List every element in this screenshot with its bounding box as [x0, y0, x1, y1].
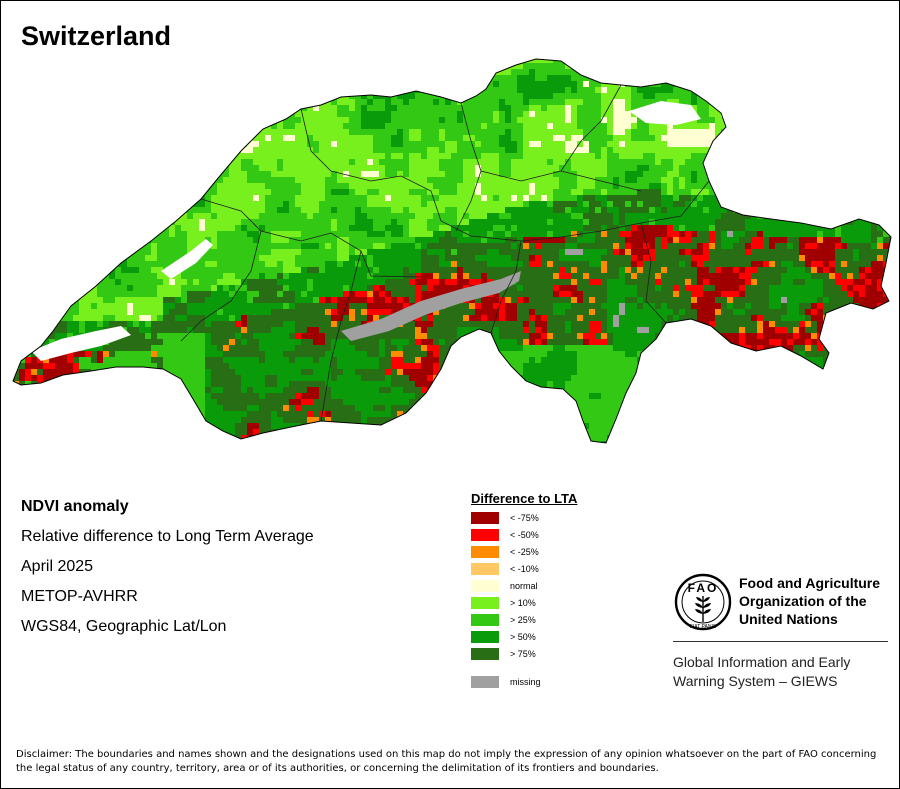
product-projection: WGS84, Geographic Lat/Lon — [21, 618, 227, 635]
program-name-line: Global Information and Early — [673, 654, 851, 670]
map-metadata: NDVI anomaly Relative difference to Long… — [21, 497, 314, 647]
legend-swatch — [471, 631, 499, 643]
legend-title: Difference to LTA — [471, 491, 578, 506]
canton-boundaries — [180, 84, 710, 422]
legend-label: < -25% — [510, 547, 539, 557]
fao-logo: FAO FIAT PANIS — [674, 573, 732, 631]
legend-label: normal — [510, 581, 538, 591]
legend-swatch — [471, 563, 499, 575]
product-period: April 2025 — [21, 558, 94, 575]
organization-name-line: Food and Agriculture — [739, 575, 881, 591]
legend: Difference to LTA < -75% < -50% < -25% < -1… — [471, 491, 631, 688]
legend-swatch — [471, 580, 499, 592]
legend-swatch — [471, 512, 499, 524]
legend-swatch — [471, 546, 499, 558]
legend-label: < -75% — [510, 513, 539, 523]
organization-name-line: Organization of the — [739, 593, 867, 609]
product-heading: NDVI anomaly — [21, 498, 129, 515]
legend-label: < -10% — [510, 564, 539, 574]
legend-label-missing: missing — [510, 677, 541, 687]
legend-swatch — [471, 529, 499, 541]
legend-swatch — [471, 614, 499, 626]
fao-logo-letters: FAO — [688, 581, 719, 595]
organization-name-line: United Nations — [739, 611, 838, 627]
legend-swatch-missing — [471, 676, 499, 688]
program-name-line: Warning System – GIEWS — [673, 673, 838, 689]
legend-swatch — [471, 597, 499, 609]
legend-label: > 10% — [510, 598, 536, 608]
legend-label: > 75% — [510, 649, 536, 659]
legend-label: > 50% — [510, 632, 536, 642]
program-name: Global Information and Early Warning Sys… — [673, 653, 850, 691]
product-sensor: METOP-AVHRR — [21, 588, 138, 605]
ndvi-anomaly-map — [12, 58, 892, 444]
legend-label: < -50% — [510, 530, 539, 540]
map-title: Switzerland — [21, 21, 172, 51]
legend-label: > 25% — [510, 615, 536, 625]
divider — [673, 641, 888, 642]
organization-name: Food and Agriculture Organization of the… — [739, 574, 880, 628]
product-description: Relative difference to Long Term Average — [21, 528, 314, 545]
legend-swatch — [471, 648, 499, 660]
disclaimer: Disclaimer: The boundaries and names sho… — [16, 749, 877, 774]
fao-logo-motto: FIAT PANIS — [690, 624, 717, 630]
